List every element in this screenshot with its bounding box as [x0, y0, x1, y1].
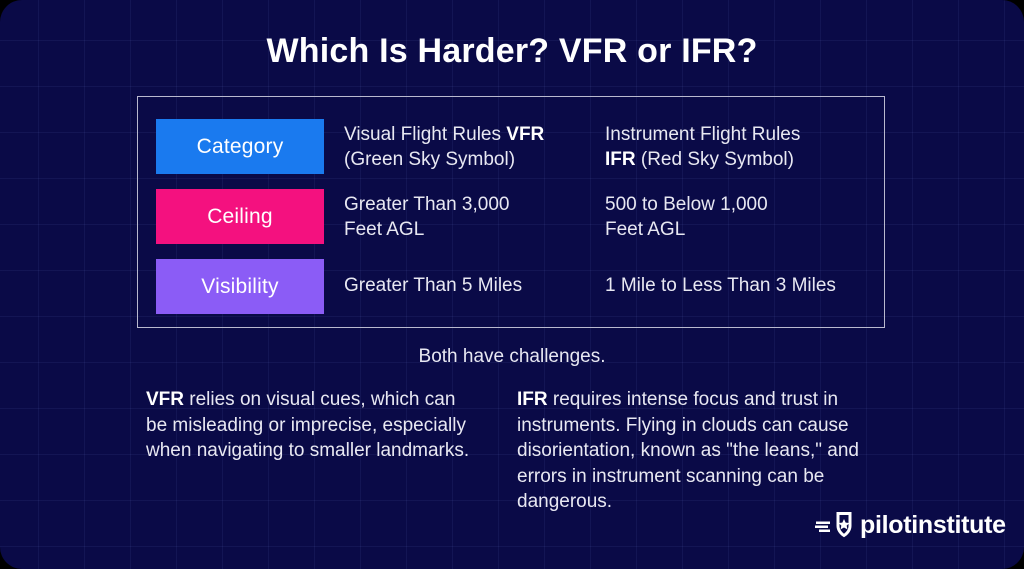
row-badge-visibility: Visibility	[156, 259, 324, 314]
cell-text-bold: IFR	[605, 149, 636, 170]
table-row: Ceiling Greater Than 3,000 Feet AGL 500 …	[138, 189, 884, 259]
ifr-cell-category: Instrument Flight Rules IFR (Red Sky Symb…	[605, 122, 875, 172]
brand-name: pilotinstitute	[860, 510, 1006, 539]
subheading: Both have challenges.	[418, 346, 606, 367]
page-title: Which Is Harder? VFR or IFR?	[266, 32, 758, 70]
row-badge-ceiling: Ceiling	[156, 189, 324, 244]
cell-text-bold: VFR	[506, 124, 545, 145]
badge-label: Ceiling	[207, 204, 273, 228]
vfr-cell-ceiling: Greater Than 3,000 Feet AGL	[344, 192, 594, 242]
cell-text-line2: (Green Sky Symbol)	[344, 149, 516, 170]
cell-text-a: Visual Flight Rules	[344, 124, 507, 145]
row-badge-category: Category	[156, 119, 324, 174]
brand-logo: pilotinstitute	[815, 508, 1010, 542]
cell-text-a: Instrument Flight Rules	[605, 124, 801, 145]
ifr-description-bold: IFR	[517, 389, 548, 410]
ifr-description: IFR requires intense focus and trust in …	[517, 387, 867, 515]
ifr-cell-ceiling: 500 to Below 1,000 Feet AGL	[605, 192, 875, 242]
vfr-description: VFR relies on visual cues, which can be …	[146, 387, 476, 464]
table-row: Category Visual Flight Rules VFR (Green …	[138, 119, 884, 189]
cell-text-b: (Red Sky Symbol)	[635, 149, 794, 170]
ifr-description-text: requires intense focus and trust in inst…	[517, 389, 859, 512]
table-row: Visibility Greater Than 5 Miles 1 Mile t…	[138, 259, 884, 329]
vfr-cell-visibility: Greater Than 5 Miles	[344, 275, 523, 296]
vfr-description-text: relies on visual cues, which can be misl…	[146, 389, 470, 461]
badge-label: Category	[196, 134, 284, 158]
winged-shield-star-icon	[815, 512, 852, 538]
vfr-description-bold: VFR	[146, 389, 184, 410]
ifr-cell-visibility: 1 Mile to Less Than 3 Miles	[605, 275, 836, 296]
comparison-table: Category Visual Flight Rules VFR (Green …	[137, 96, 885, 328]
vfr-cell-category: Visual Flight Rules VFR (Green Sky Symbo…	[344, 122, 594, 172]
cell-text-line2: Feet AGL	[344, 219, 425, 240]
badge-label: Visibility	[201, 274, 279, 298]
cell-text-a: Greater Than 3,000	[344, 194, 510, 215]
cell-text-b: Feet AGL	[605, 219, 686, 240]
cell-text-a: 500 to Below 1,000	[605, 194, 768, 215]
